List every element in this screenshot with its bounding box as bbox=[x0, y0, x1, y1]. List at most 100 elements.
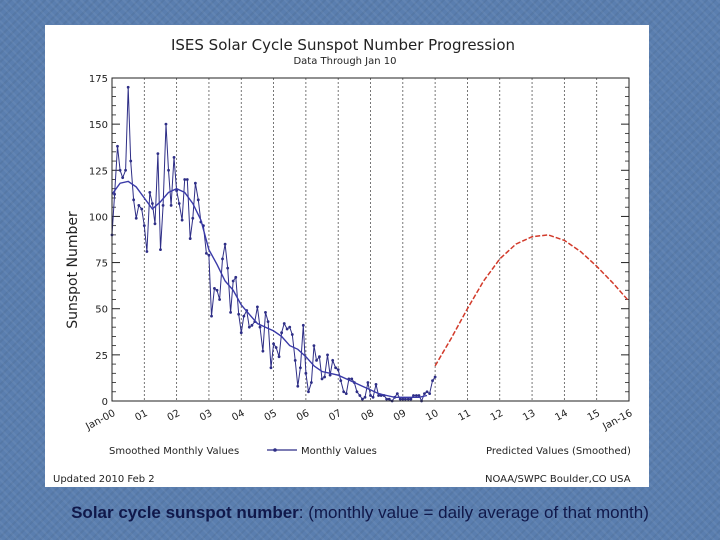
x-tick-label: 05 bbox=[263, 408, 279, 424]
monthly-point bbox=[385, 397, 389, 401]
y-tick-label: 50 bbox=[95, 305, 108, 316]
monthly-point bbox=[331, 358, 335, 362]
monthly-point bbox=[116, 144, 119, 148]
monthly-point bbox=[374, 382, 378, 386]
monthly-point bbox=[312, 344, 316, 348]
monthly-point bbox=[414, 394, 418, 397]
y-tick-label: 100 bbox=[89, 212, 108, 223]
monthly-point bbox=[207, 253, 211, 257]
monthly-point bbox=[169, 203, 173, 207]
x-tick-label: 04 bbox=[230, 408, 246, 424]
monthly-point bbox=[132, 198, 136, 202]
monthly-point bbox=[272, 342, 275, 346]
monthly-point bbox=[159, 248, 162, 252]
monthly-point bbox=[213, 287, 216, 290]
monthly-point bbox=[428, 392, 432, 396]
monthly-point bbox=[363, 395, 367, 399]
monthly-point bbox=[401, 397, 405, 401]
monthly-point bbox=[204, 251, 208, 255]
x-tick-label: 11 bbox=[456, 408, 472, 424]
series-predicted-line bbox=[434, 234, 630, 367]
monthly-point bbox=[229, 311, 232, 314]
x-tick-label: 15 bbox=[586, 408, 602, 424]
monthly-point bbox=[113, 192, 116, 196]
plot-frame bbox=[111, 77, 630, 402]
monthly-point bbox=[266, 320, 270, 324]
monthly-point bbox=[366, 381, 370, 384]
monthly-point bbox=[412, 394, 415, 397]
monthly-point bbox=[290, 333, 294, 336]
monthly-point bbox=[142, 224, 146, 228]
monthly-point bbox=[164, 122, 168, 126]
monthly-point bbox=[309, 381, 313, 384]
monthly-point bbox=[215, 288, 219, 292]
x-tick-label: 01 bbox=[133, 408, 149, 424]
monthly-point bbox=[121, 176, 125, 180]
monthly-point bbox=[326, 353, 329, 357]
monthly-point bbox=[417, 394, 421, 397]
legend-monthly-marker bbox=[273, 448, 277, 452]
monthly-point bbox=[261, 349, 265, 353]
monthly-point bbox=[355, 390, 359, 394]
monthly-point bbox=[210, 314, 213, 318]
monthly-point bbox=[377, 394, 380, 397]
y-tick-label: 25 bbox=[95, 351, 108, 362]
x-tick-label: 07 bbox=[327, 408, 343, 424]
monthly-point bbox=[358, 394, 362, 397]
legend-monthly-label: Monthly Values bbox=[301, 446, 377, 457]
monthly-point bbox=[342, 390, 346, 394]
monthly-point bbox=[153, 222, 157, 226]
monthly-point bbox=[431, 379, 434, 383]
monthly-point bbox=[150, 202, 154, 205]
monthly-point bbox=[369, 394, 372, 397]
monthly-point bbox=[226, 266, 230, 270]
monthly-point bbox=[301, 323, 305, 327]
x-tick-label: Jan-00 bbox=[83, 408, 117, 433]
monthly-point bbox=[242, 314, 246, 318]
monthly-point bbox=[156, 152, 160, 156]
monthly-point bbox=[282, 322, 286, 325]
monthly-point bbox=[339, 379, 343, 383]
x-tick-label: Jan-16 bbox=[600, 408, 634, 433]
monthly-point bbox=[288, 325, 292, 329]
chart-title: ISES Solar Cycle Sunspot Number Progress… bbox=[171, 36, 515, 54]
x-tick-label: 03 bbox=[198, 408, 214, 424]
footer-updated: Updated 2010 Feb 2 bbox=[53, 474, 155, 485]
legend-predicted-label: Predicted Values (Smoothed) bbox=[486, 446, 631, 457]
monthly-point bbox=[307, 390, 310, 394]
monthly-point bbox=[161, 203, 165, 207]
monthly-point bbox=[406, 397, 410, 401]
x-tick-label: 02 bbox=[166, 408, 182, 424]
monthly-point bbox=[167, 168, 170, 172]
monthly-point bbox=[196, 198, 200, 202]
series-smoothed-line bbox=[111, 180, 428, 398]
x-tick-label: 06 bbox=[295, 408, 311, 424]
monthly-point bbox=[398, 397, 402, 401]
monthly-point bbox=[336, 368, 340, 372]
monthly-point bbox=[250, 323, 254, 327]
monthly-point bbox=[304, 371, 308, 375]
chart-panel: ISES Solar Cycle Sunspot Number Progress… bbox=[45, 25, 649, 487]
y-tick-label: 75 bbox=[95, 259, 108, 270]
monthly-point bbox=[185, 178, 189, 181]
monthly-point bbox=[285, 327, 289, 331]
x-tick-label: 13 bbox=[521, 408, 537, 424]
monthly-point bbox=[425, 390, 429, 394]
y-tick-label: 0 bbox=[102, 397, 108, 408]
caption-bold: Solar cycle sunspot number bbox=[71, 503, 299, 522]
monthly-point bbox=[315, 358, 318, 362]
y-tick-label: 150 bbox=[89, 120, 108, 131]
monthly-point bbox=[218, 298, 222, 301]
legend-smoothed-label: Smoothed Monthly Values bbox=[109, 446, 239, 457]
monthly-point bbox=[237, 312, 241, 316]
monthly-point bbox=[247, 325, 251, 329]
sunspot-chart: ISES Solar Cycle Sunspot Number Progress… bbox=[53, 36, 634, 485]
monthly-point bbox=[274, 346, 278, 349]
monthly-point bbox=[403, 397, 407, 401]
monthly-point bbox=[344, 392, 348, 396]
y-tick-label: 125 bbox=[89, 166, 108, 177]
monthly-point bbox=[177, 202, 181, 205]
monthly-point bbox=[188, 237, 192, 240]
y-axis-label: Sunspot Number bbox=[65, 211, 81, 329]
monthly-point bbox=[221, 257, 224, 261]
